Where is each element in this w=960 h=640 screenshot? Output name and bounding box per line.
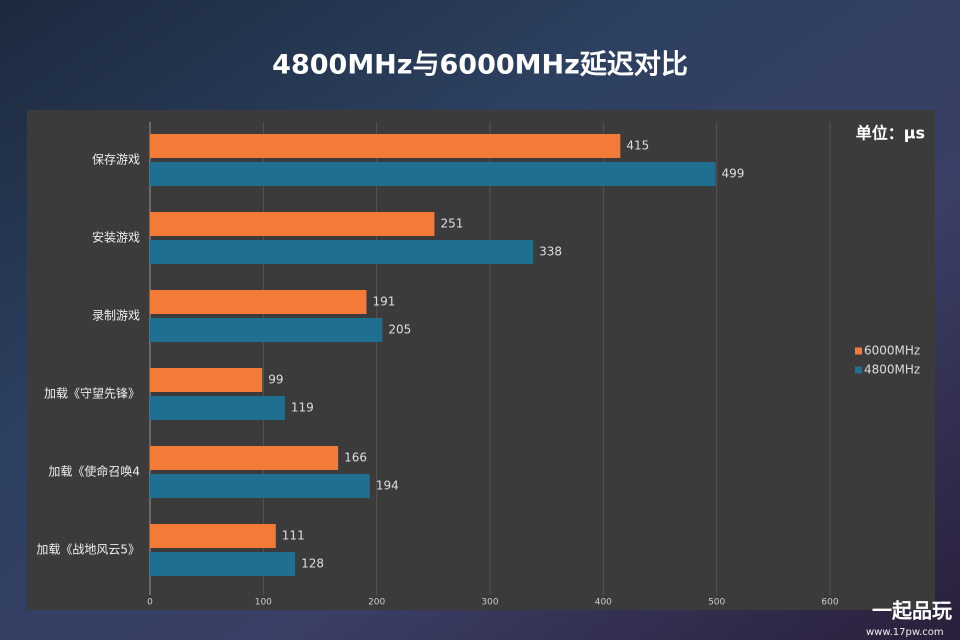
value-label: 111 bbox=[282, 529, 305, 543]
x-tick-label: 100 bbox=[255, 598, 272, 608]
value-label: 166 bbox=[344, 451, 367, 465]
bar bbox=[150, 134, 621, 158]
unit-label: 单位：μs bbox=[856, 124, 925, 143]
x-tick-label: 600 bbox=[821, 598, 838, 608]
x-tick-label: 400 bbox=[595, 598, 612, 608]
value-label: 338 bbox=[539, 245, 562, 259]
y-tick-label: 加载《守望先锋》 bbox=[44, 387, 140, 401]
bar bbox=[150, 524, 276, 548]
value-label: 415 bbox=[626, 139, 649, 153]
bar bbox=[150, 446, 339, 470]
bar bbox=[150, 162, 716, 186]
legend-swatch bbox=[855, 366, 862, 374]
y-tick-label: 录制游戏 bbox=[92, 309, 140, 323]
value-label: 191 bbox=[372, 295, 395, 309]
bar bbox=[150, 552, 296, 576]
bar bbox=[150, 290, 367, 314]
y-tick-label: 加载《战地风云5》 bbox=[36, 543, 140, 557]
value-label: 99 bbox=[268, 373, 283, 387]
value-label: 251 bbox=[440, 217, 463, 231]
value-label: 194 bbox=[376, 479, 399, 493]
chart-title: 4800MHz与6000MHz延迟对比 bbox=[272, 50, 688, 81]
legend-label: 4800MHz bbox=[864, 363, 920, 377]
y-tick-label: 加载《使命召唤4 bbox=[48, 464, 140, 479]
value-label: 205 bbox=[388, 323, 411, 337]
value-label: 499 bbox=[722, 167, 745, 181]
bar bbox=[150, 240, 534, 264]
legend-label: 6000MHz bbox=[864, 344, 920, 358]
value-label: 119 bbox=[291, 401, 314, 415]
bar bbox=[150, 474, 370, 498]
y-tick-label: 安装游戏 bbox=[92, 230, 140, 245]
x-tick-label: 300 bbox=[481, 598, 498, 608]
value-label: 128 bbox=[301, 557, 324, 571]
bar bbox=[150, 212, 435, 236]
x-tick-label: 500 bbox=[708, 598, 725, 608]
bar bbox=[150, 396, 285, 420]
bar bbox=[150, 318, 383, 342]
bar bbox=[150, 368, 263, 392]
x-tick-label: 200 bbox=[368, 598, 385, 608]
y-tick-label: 保存游戏 bbox=[92, 153, 140, 167]
watermark: www.17pw.com bbox=[866, 627, 944, 638]
x-tick-label: 0 bbox=[147, 598, 153, 608]
legend-swatch bbox=[855, 347, 862, 355]
watermark: 一起品玩 bbox=[872, 599, 952, 623]
